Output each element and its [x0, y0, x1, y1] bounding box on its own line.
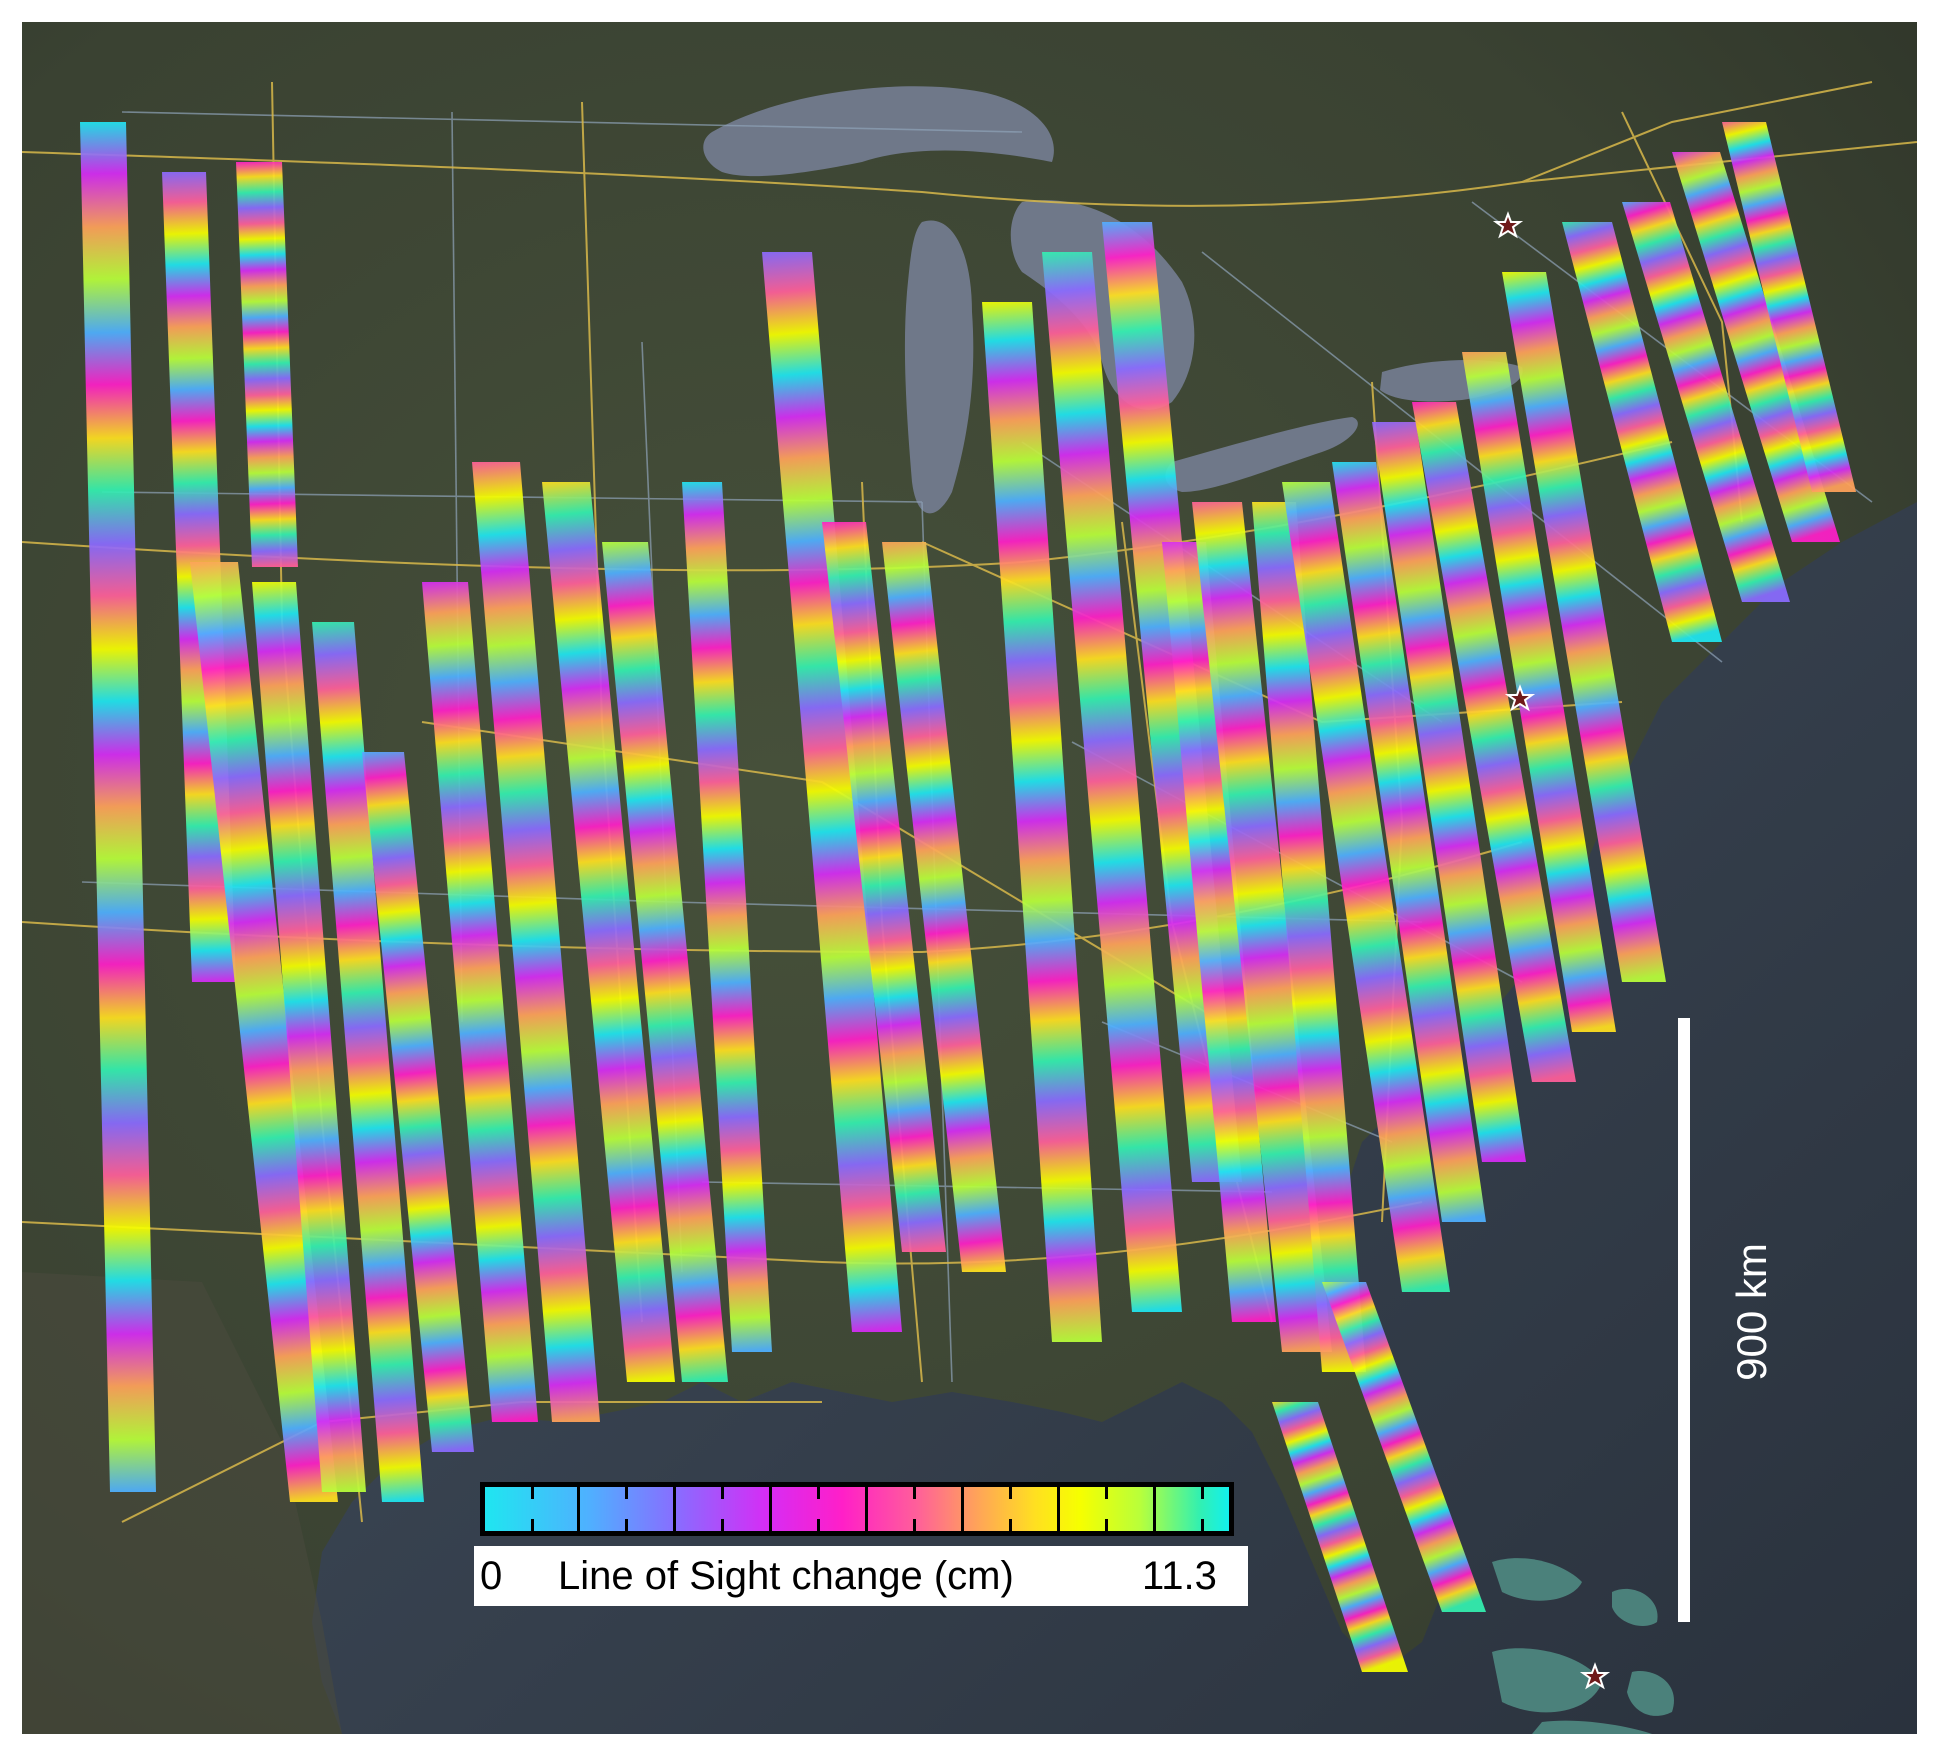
interferogram-swath [1412, 402, 1576, 1082]
interferogram-swath [422, 582, 538, 1422]
map-canvas [22, 22, 1917, 1734]
interferogram-swath [236, 162, 298, 567]
interferogram-swath [362, 752, 474, 1452]
colorbar-tick [865, 1487, 868, 1531]
interferogram-swath [252, 582, 366, 1492]
interferogram-swath [682, 482, 772, 1352]
star-marker-icon [1504, 684, 1536, 712]
colorbar-min-label: 0 [480, 1554, 503, 1598]
interferogram-swath [1562, 222, 1722, 642]
interferogram-swath [1462, 352, 1616, 1032]
lake-michigan [904, 220, 974, 514]
colorbar-title: Line of Sight change (cm) [558, 1554, 1014, 1598]
colorbar-minor-tick [913, 1487, 916, 1499]
interferogram-swath [602, 542, 728, 1382]
interferogram-swath [1282, 482, 1450, 1292]
interferogram-swath [882, 542, 1006, 1272]
scale-bar-label: 900 km [1728, 1243, 1775, 1381]
interferogram-swath [1722, 122, 1856, 492]
colorbar-minor-tick [1201, 1519, 1204, 1531]
colorbar-minor-tick [1105, 1519, 1108, 1531]
interferogram-swath [1252, 502, 1366, 1372]
colorbar-tick [769, 1487, 772, 1531]
colorbar-minor-tick [721, 1487, 724, 1499]
colorbar-tick [577, 1487, 580, 1531]
colorbar-max-label: 11.3 [1142, 1554, 1217, 1598]
interferogram-swath [190, 562, 338, 1502]
colorbar-minor-tick [817, 1519, 820, 1531]
colorbar-legend: 0 Line of Sight change (cm) 11.3 [474, 1482, 1248, 1614]
interferogram-swath [822, 522, 946, 1252]
colorbar-minor-tick [531, 1487, 534, 1499]
colorbar-minor-tick [1105, 1487, 1108, 1499]
satellite-map[interactable]: 900 km [22, 22, 1917, 1734]
interferogram-swath [1272, 1402, 1408, 1672]
interferogram-swath [1322, 1282, 1486, 1612]
colorbar-tick [961, 1487, 964, 1531]
interferogram-swaths [80, 122, 1856, 1672]
colorbar-tick [1153, 1487, 1156, 1531]
scale-bar [1678, 1018, 1690, 1622]
star-marker-icon [1492, 211, 1524, 239]
terrain-west [22, 1272, 342, 1734]
interferogram-swath [472, 462, 600, 1422]
colorbar-minor-tick [721, 1519, 724, 1531]
interferogram-swath [1192, 502, 1332, 1352]
colorbar-tick [673, 1487, 676, 1531]
colorbar-minor-tick [817, 1487, 820, 1499]
lake-erie [1165, 417, 1358, 492]
colorbar-minor-tick [1009, 1487, 1012, 1499]
lake-superior [703, 86, 1054, 177]
interferogram-swath [982, 302, 1102, 1342]
interferogram-swath [312, 622, 424, 1502]
interferogram-swath [1502, 272, 1666, 982]
interferogram-swath [1162, 542, 1276, 1322]
interferogram-swath [1332, 462, 1486, 1222]
interferogram-swath [1672, 152, 1840, 542]
interferogram-swath [1622, 202, 1790, 602]
city-markers [1492, 211, 1611, 1690]
interferogram-swath [1042, 252, 1182, 1312]
colorbar-minor-tick [531, 1519, 534, 1531]
colorbar-minor-tick [1201, 1487, 1204, 1499]
colorbar [480, 1482, 1234, 1536]
colorbar-minor-tick [625, 1487, 628, 1499]
star-marker-icon [1579, 1662, 1611, 1690]
interferogram-swath [762, 252, 902, 1332]
colorbar-tick [1057, 1487, 1060, 1531]
bahamas-islands [1492, 1558, 1674, 1734]
colorbar-minor-tick [913, 1519, 916, 1531]
interferogram-swath [1372, 422, 1526, 1162]
colorbar-labels: 0 Line of Sight change (cm) 11.3 [474, 1546, 1248, 1606]
interferogram-swath [542, 482, 675, 1382]
interferogram-swath [80, 122, 156, 1492]
colorbar-minor-tick [625, 1519, 628, 1531]
colorbar-minor-tick [1009, 1519, 1012, 1531]
